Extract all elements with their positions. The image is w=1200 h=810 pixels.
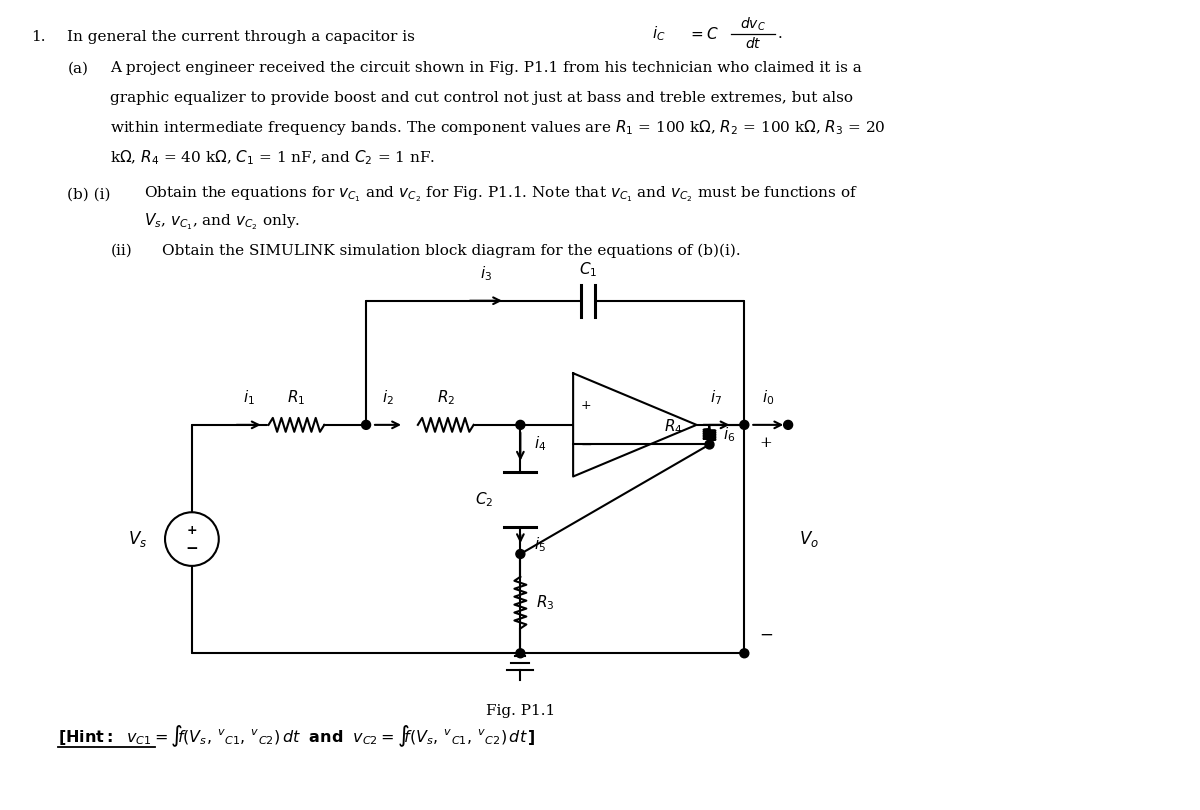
Text: $C_2$: $C_2$ xyxy=(475,490,493,509)
Text: .: . xyxy=(778,27,782,40)
Text: $i_4$: $i_4$ xyxy=(534,434,547,453)
Text: $i_1$: $i_1$ xyxy=(242,388,254,407)
Text: −: − xyxy=(581,437,592,451)
Circle shape xyxy=(361,420,371,429)
Text: $i_0$: $i_0$ xyxy=(762,388,774,407)
Circle shape xyxy=(516,549,524,558)
Text: $R_4$: $R_4$ xyxy=(664,417,683,436)
Text: Obtain the equations for $v_{C_1}$ and $v_{C_2}$ for Fig. P1.1. Note that $v_{C_: Obtain the equations for $v_{C_1}$ and $… xyxy=(144,185,858,204)
Text: $i_2$: $i_2$ xyxy=(382,388,394,407)
Text: $C_1$: $C_1$ xyxy=(578,260,598,279)
Text: $i_7$: $i_7$ xyxy=(710,388,722,407)
Text: $i_C$: $i_C$ xyxy=(652,24,665,43)
Text: graphic equalizer to provide boost and cut control not just at bass and treble e: graphic equalizer to provide boost and c… xyxy=(110,91,853,105)
Text: $i_3$: $i_3$ xyxy=(480,264,492,283)
Text: −: − xyxy=(760,627,773,644)
Text: $dv_C$: $dv_C$ xyxy=(740,16,766,33)
Text: within intermediate frequency bands. The component values are $R_1$ = 100 k$\Ome: within intermediate frequency bands. The… xyxy=(110,118,886,138)
Text: $= C$: $= C$ xyxy=(688,26,719,41)
Circle shape xyxy=(740,649,749,658)
Text: $V_s$: $V_s$ xyxy=(127,529,146,549)
Text: +: + xyxy=(581,399,592,411)
Text: A project engineer received the circuit shown in Fig. P1.1 from his technician w: A project engineer received the circuit … xyxy=(110,62,862,75)
Circle shape xyxy=(516,649,524,658)
Text: Obtain the SIMULINK simulation block diagram for the equations of (b)(i).: Obtain the SIMULINK simulation block dia… xyxy=(162,244,740,258)
Text: $V_o$: $V_o$ xyxy=(799,529,820,549)
Text: k$\Omega$, $R_4$ = 40 k$\Omega$, $C_1$ = 1 nF, and $C_2$ = 1 nF.: k$\Omega$, $R_4$ = 40 k$\Omega$, $C_1$ =… xyxy=(110,148,436,167)
Circle shape xyxy=(740,420,749,429)
Text: $i_6$: $i_6$ xyxy=(724,425,736,444)
Text: In general the current through a capacitor is: In general the current through a capacit… xyxy=(67,29,415,44)
Text: (b) (i): (b) (i) xyxy=(67,187,110,202)
Circle shape xyxy=(516,420,524,429)
Text: $R_2$: $R_2$ xyxy=(437,388,455,407)
Text: $dt$: $dt$ xyxy=(745,36,762,51)
Text: −: − xyxy=(186,540,198,556)
Text: $R_3$: $R_3$ xyxy=(536,593,554,612)
Text: $V_s$, $v_{C_1}$, and $v_{C_2}$ only.: $V_s$, $v_{C_1}$, and $v_{C_2}$ only. xyxy=(144,211,300,232)
Text: $\mathbf{[Hint:}$  $\mathit{v}_{C1} = \int\!\! f(V_s,\, {}^{v}{}_{C1},\, {}^{v}{: $\mathbf{[Hint:}$ $\mathit{v}_{C1} = \in… xyxy=(58,723,535,748)
Circle shape xyxy=(706,440,714,449)
Text: (ii): (ii) xyxy=(110,244,132,258)
Text: (a): (a) xyxy=(67,62,89,75)
Text: Fig. P1.1: Fig. P1.1 xyxy=(486,704,554,718)
Text: $i_5$: $i_5$ xyxy=(534,535,546,554)
Text: +: + xyxy=(760,436,773,450)
Text: +: + xyxy=(186,523,197,537)
Text: $R_1$: $R_1$ xyxy=(287,388,306,407)
Text: 1.: 1. xyxy=(31,29,46,44)
Circle shape xyxy=(784,420,793,429)
